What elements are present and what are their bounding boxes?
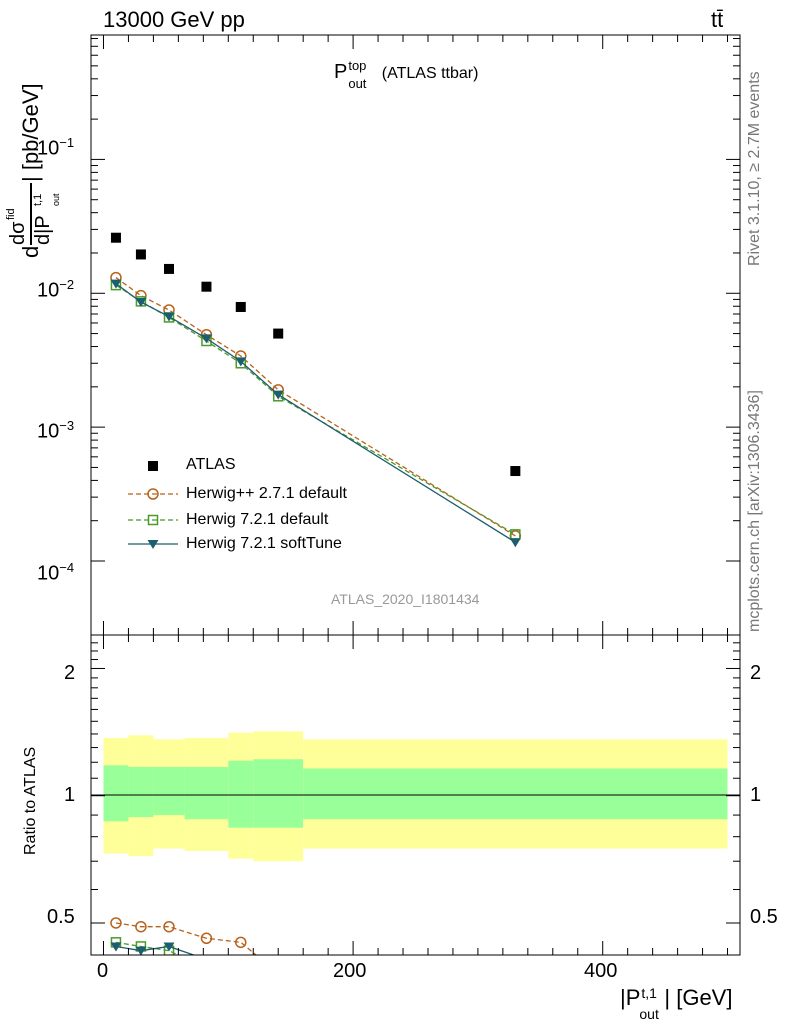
- analysis-id: ATLAS_2020_I1801434: [331, 591, 480, 607]
- data-point-atlas: [110, 232, 121, 243]
- ratio-band-inner: [303, 768, 728, 820]
- rivet-version-label: Rivet 3.1.10, ≥ 2.7M events: [746, 71, 763, 266]
- axis-ticks: [91, 35, 740, 955]
- ratio-point-herwig-7-2-1-default: [274, 989, 283, 998]
- ratio-ytick-1-right: 1: [750, 784, 762, 806]
- ratio-band-inner: [153, 766, 185, 816]
- ratio-ytick-2-left: 2: [64, 662, 76, 684]
- main-ytick-label: 10−4: [37, 560, 75, 585]
- ratio-ytick-2-right: 2: [750, 662, 762, 684]
- xtick-label: 0: [97, 960, 109, 982]
- ylabel-unit: | [pb/GeV]: [18, 83, 43, 182]
- legend-label-herwig-softtune: Herwig 7.2.1 softTune: [186, 535, 342, 552]
- legend-label-herwig-default: Herwig 7.2.1 default: [186, 511, 329, 528]
- energy-label: 13000 GeV pp: [103, 7, 245, 32]
- data-point-atlas: [201, 281, 212, 292]
- ylabel-lead: d: [18, 245, 43, 258]
- xtick-label: 400: [584, 960, 618, 982]
- data-point-herwig-7-2-1-softtune: [235, 357, 247, 367]
- ratio-point-herwig-7-2-1-softtune: [235, 965, 246, 974]
- ratio-point-herwig-2-7-1-default: [135, 920, 147, 933]
- ratio-point-herwig-7-2-1-default: [236, 969, 245, 978]
- legend-marker-atlas: [148, 461, 158, 471]
- ratio-panel-frame: [90, 634, 741, 956]
- ratio-band-inner: [253, 759, 304, 828]
- ratio-series-group: [110, 917, 284, 998]
- ylabel-denominator-sub: out: [51, 193, 61, 206]
- ratio-point-herwig-2-7-1-default: [163, 920, 175, 933]
- ratio-point-herwig-7-2-1-softtune: [110, 942, 122, 952]
- xlabel-sup: t,1: [641, 985, 657, 1001]
- title-base: P: [334, 61, 348, 83]
- x-axis-label: |P t,1 out | [GeV]: [620, 985, 732, 1022]
- data-point-atlas: [273, 328, 284, 339]
- ratio-band-inner: [228, 760, 254, 828]
- ratio-uncertainty-bands: [103, 731, 728, 862]
- ratio-point-herwig-2-7-1-default: [110, 917, 122, 929]
- data-point-atlas: [164, 263, 175, 274]
- main-ytick-label: 10−1: [37, 135, 75, 160]
- ylabel-numerator: dσ: [7, 221, 29, 245]
- process-label: tt̄: [711, 7, 724, 32]
- mcplots-label: mcplots.cern.ch [arXiv:1306.3436]: [746, 390, 763, 632]
- ratio-line-herwig-2-7-1-default: [115, 922, 258, 955]
- data-point-herwig-7-2-1-softtune: [272, 390, 284, 400]
- data-point-herwig-7-2-1-softtune: [135, 298, 147, 308]
- ratio-y-axis-label: Ratio to ATLAS: [22, 746, 39, 855]
- legend-label-herwigpp: Herwig++ 2.7.1 default: [186, 485, 347, 502]
- data-point-herwig-7-2-1-softtune: [509, 538, 521, 548]
- ratio-line-herwig-7-2-1-softtune: [115, 945, 196, 955]
- legend-marker-herwig-7-2-1-default: [147, 514, 159, 526]
- title-sup: top: [348, 58, 367, 73]
- ratio-point-herwig-2-7-1-default: [235, 936, 247, 949]
- ylabel-denominator: d|P: [32, 215, 54, 245]
- ratio-ytick-05-right: 0.5: [750, 906, 778, 928]
- ratio-point-herwig-7-2-1-softtune: [135, 946, 147, 955]
- data-point-herwig-7-2-1-softtune: [163, 312, 175, 322]
- ratio-band-inner: [184, 766, 229, 820]
- title-suffix: (ATLAS ttbar): [377, 65, 479, 82]
- data-point-herwig-7-2-1-softtune: [110, 279, 122, 289]
- ratio-point-herwig-2-7-1-default: [273, 968, 283, 978]
- main-series-group: [110, 232, 522, 548]
- data-point-atlas: [235, 301, 246, 312]
- xlabel-sub: out: [639, 1006, 659, 1022]
- data-point-atlas: [510, 466, 521, 477]
- data-point-herwig-7-2-1-softtune: [200, 334, 212, 344]
- ratio-band-inner: [128, 766, 154, 818]
- legend-marker-herwig-7-2-1-softtune: [147, 540, 159, 549]
- legend-marker-herwig-2-7-1-default: [147, 488, 159, 500]
- ratio-point-herwig-7-2-1-softtune: [201, 955, 212, 964]
- title-sub: out: [348, 76, 367, 91]
- ratio-point-herwig-7-2-1-softtune: [163, 942, 175, 952]
- legend-markers: [128, 461, 178, 549]
- ratio-point-herwig-7-2-1-default: [202, 964, 211, 973]
- main-ytick-label: 10−3: [37, 418, 75, 443]
- ratio-band-inner: [103, 765, 129, 822]
- legend-label-atlas: ATLAS: [186, 456, 236, 473]
- ratio-point-herwig-7-2-1-softtune: [273, 984, 284, 993]
- ratio-ytick-05-left: 0.5: [47, 906, 75, 928]
- xtick-label: 200: [333, 960, 367, 982]
- data-point-atlas: [135, 249, 146, 260]
- ratio-ytick-1-left: 1: [64, 784, 76, 806]
- ratio-point-herwig-2-7-1-default: [200, 932, 213, 945]
- ylabel-numerator-sup: fid: [5, 208, 17, 220]
- main-ytick-label: 10−2: [37, 277, 75, 302]
